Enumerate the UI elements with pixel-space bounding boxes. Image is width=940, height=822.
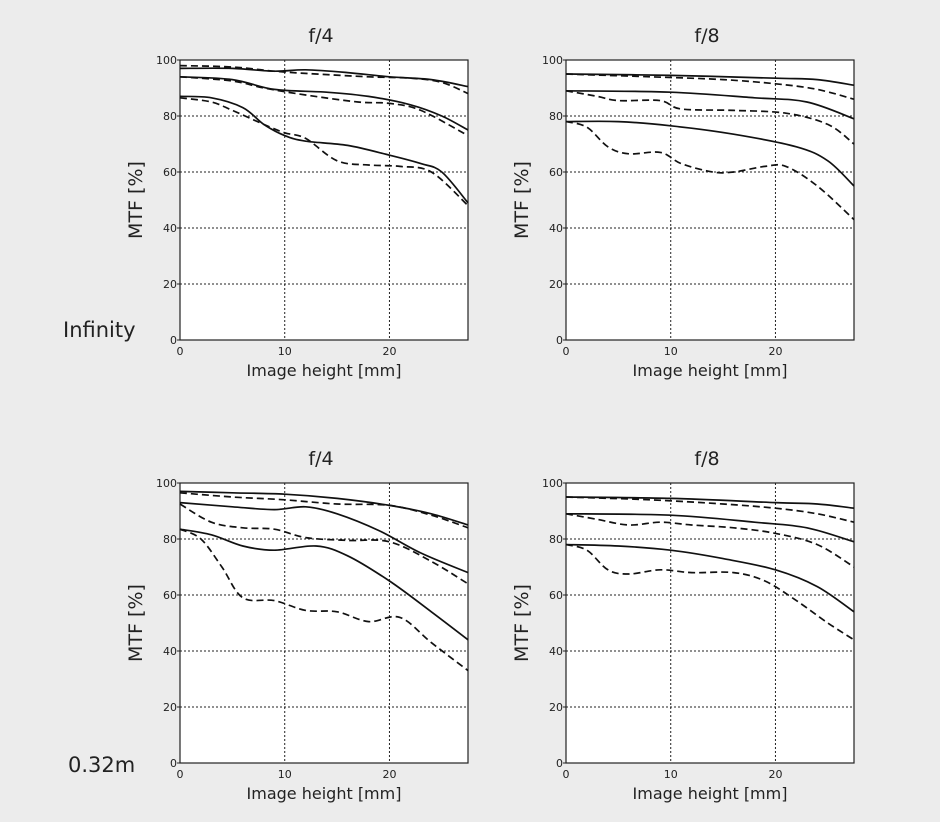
y-axis-label: MTF [%] — [511, 584, 533, 662]
series-sagittal-1 — [179, 490, 469, 526]
row-label-infinity: Infinity — [63, 318, 136, 342]
series-sagittal-3 — [565, 543, 855, 613]
chart-panel-1: 0 20 40 60 80 100 0 10 20 f/4 Image height [mm] MTF… — [125, 25, 469, 380]
series-sagittal-1 — [565, 73, 855, 87]
series-sagittal-2 — [565, 89, 855, 120]
plot-frame — [565, 59, 855, 341]
series-meridional-1 — [179, 64, 469, 95]
y-tick-label: 60 — [163, 166, 177, 179]
series-sagittal-3 — [179, 528, 469, 641]
y-tick-label: 40 — [163, 645, 177, 658]
series-sagittal-2 — [179, 501, 469, 574]
series-meridional-2 — [179, 503, 469, 585]
y-tick-label: 60 — [549, 166, 563, 179]
y-tick-label: 80 — [163, 110, 177, 123]
chart-panel-2: 0 20 40 60 80 100 0 10 20 f/8 Image height [mm] MTF… — [511, 25, 855, 380]
series-sagittal-3 — [179, 95, 469, 204]
x-tick-label: 0 — [177, 345, 184, 358]
x-tick-label: 0 — [563, 345, 570, 358]
y-tick-label: 40 — [549, 645, 563, 658]
y-tick-label: 100 — [542, 54, 563, 67]
series-sagittal-1 — [565, 496, 855, 510]
x-tick-label: 20 — [768, 768, 782, 781]
chart-title: f/8 — [694, 448, 719, 470]
y-tick-label: 80 — [163, 533, 177, 546]
plot-area — [566, 60, 854, 340]
y-tick-label: 100 — [156, 54, 177, 67]
plot-frame — [179, 59, 469, 341]
x-tick-label: 10 — [278, 768, 292, 781]
chart-title: f/8 — [694, 25, 719, 47]
y-tick-label: 80 — [549, 110, 563, 123]
y-tick-label: 0 — [170, 757, 177, 770]
x-tick-label: 0 — [177, 768, 184, 781]
y-tick-label: 40 — [549, 222, 563, 235]
x-axis-label: Image height [mm] — [247, 784, 402, 803]
series-meridional-2 — [565, 512, 855, 568]
series-sagittal-2 — [179, 75, 469, 131]
x-tick-label: 10 — [664, 345, 678, 358]
series-meridional-3 — [179, 528, 469, 672]
plot-frame — [179, 482, 469, 764]
series-meridional-3 — [179, 96, 469, 207]
y-tick-label: 0 — [170, 334, 177, 347]
y-axis-label: MTF [%] — [125, 161, 147, 239]
y-tick-label: 20 — [163, 278, 177, 291]
plot-area — [180, 483, 468, 763]
x-tick-label: 20 — [768, 345, 782, 358]
plot-area — [180, 60, 468, 340]
x-axis-label: Image height [mm] — [633, 361, 788, 380]
x-axis-label: Image height [mm] — [247, 361, 402, 380]
x-tick-label: 10 — [664, 768, 678, 781]
plot-area — [566, 483, 854, 763]
y-tick-label: 20 — [549, 278, 563, 291]
chart-title: f/4 — [308, 448, 333, 470]
series-meridional-2 — [565, 89, 855, 145]
series-sagittal-3 — [565, 120, 855, 187]
x-tick-label: 20 — [382, 345, 396, 358]
x-axis-label: Image height [mm] — [633, 784, 788, 803]
y-tick-label: 20 — [163, 701, 177, 714]
series-meridional-1 — [179, 491, 469, 529]
x-tick-label: 10 — [278, 345, 292, 358]
y-tick-label: 100 — [156, 477, 177, 490]
y-tick-label: 0 — [556, 334, 563, 347]
y-tick-label: 0 — [556, 757, 563, 770]
y-tick-label: 40 — [163, 222, 177, 235]
chart-panel-3: 0 20 40 60 80 100 0 10 20 f/4 Image height [mm] MTF… — [125, 448, 469, 803]
y-axis-label: MTF [%] — [125, 584, 147, 662]
series-meridional-2 — [179, 75, 469, 137]
x-tick-label: 20 — [382, 768, 396, 781]
y-tick-label: 80 — [549, 533, 563, 546]
y-tick-label: 100 — [542, 477, 563, 490]
chart-title: f/4 — [308, 25, 333, 47]
series-meridional-3 — [565, 543, 855, 641]
series-meridional-3 — [565, 120, 855, 221]
x-tick-label: 0 — [563, 768, 570, 781]
chart-panel-4: 0 20 40 60 80 100 0 10 20 f/8 Image height [mm] MTF… — [511, 448, 855, 803]
y-tick-label: 20 — [549, 701, 563, 714]
y-tick-label: 60 — [163, 589, 177, 602]
plot-frame — [565, 482, 855, 764]
row-label-032m: 0.32m — [68, 753, 136, 777]
y-tick-label: 60 — [549, 589, 563, 602]
series-sagittal-2 — [565, 512, 855, 543]
y-axis-label: MTF [%] — [511, 161, 533, 239]
